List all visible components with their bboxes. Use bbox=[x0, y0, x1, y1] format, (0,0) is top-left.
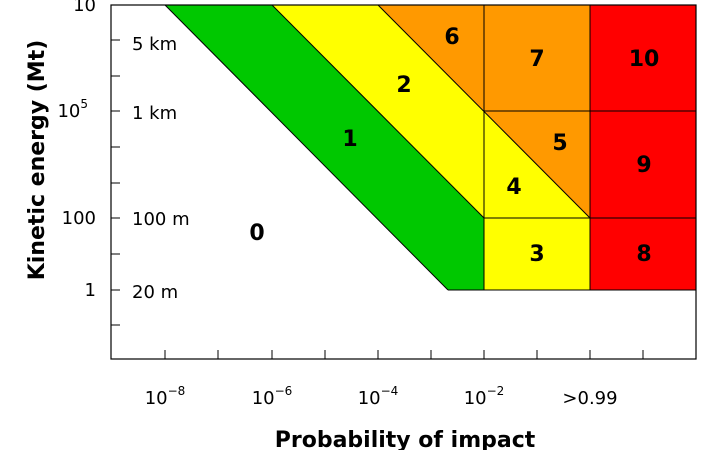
x-tick-label: 10−2 bbox=[464, 384, 505, 409]
y-tick-label: 10 bbox=[73, 0, 96, 16]
zone-7-area bbox=[484, 5, 590, 111]
x-tick-labels: 10−8 10−6 10−4 10−2 >0.99 bbox=[145, 384, 618, 409]
zone-0-label: 0 bbox=[249, 221, 264, 246]
x-tick-label: 10−4 bbox=[358, 384, 399, 409]
zone-3-label: 3 bbox=[529, 242, 544, 267]
zone-1-area bbox=[165, 5, 484, 290]
zone-6-label: 6 bbox=[444, 25, 459, 50]
zone-boundaries bbox=[164, 4, 696, 291]
zone-7-label: 7 bbox=[529, 47, 544, 72]
zone-5-label: 5 bbox=[552, 131, 567, 156]
size-label: 100 m bbox=[132, 209, 190, 230]
zone-4-label: 4 bbox=[506, 175, 521, 200]
zone-8-label: 8 bbox=[636, 242, 651, 267]
size-label: 1 km bbox=[132, 103, 177, 124]
boundary-line bbox=[271, 4, 485, 219]
zone-9-label: 9 bbox=[636, 153, 651, 178]
zone-2-label: 2 bbox=[396, 73, 411, 98]
x-tick-label: >0.99 bbox=[562, 388, 617, 409]
zone-10-label: 10 bbox=[629, 47, 660, 72]
zone-labels: 0 1 2 3 4 5 6 7 8 9 10 bbox=[249, 25, 659, 267]
y-tick-labels: 10 105 100 1 bbox=[57, 0, 96, 301]
zone-3-area bbox=[484, 218, 590, 290]
size-label: 5 km bbox=[132, 34, 177, 55]
x-tick-label: 10−6 bbox=[252, 384, 293, 409]
y-tick-label: 100 bbox=[62, 208, 96, 229]
zone-10-area bbox=[590, 5, 696, 111]
boundary-line bbox=[164, 4, 449, 291]
y-tick-label: 105 bbox=[57, 97, 88, 122]
zone-8-area bbox=[590, 218, 696, 290]
y-axis-title: Kinetic energy (Mt) bbox=[25, 40, 50, 281]
plot-frame bbox=[110, 4, 697, 360]
y-tick-label: 1 bbox=[85, 280, 96, 301]
size-labels: 5 km 1 km 100 m 20 m bbox=[132, 34, 190, 303]
zone-1-label: 1 bbox=[342, 127, 357, 152]
zones-layer bbox=[165, 5, 696, 290]
axis-ticks bbox=[111, 4, 644, 359]
x-tick-label: 10−8 bbox=[145, 384, 186, 409]
x-axis-title: Probability of impact bbox=[275, 428, 536, 450]
zone-9-area bbox=[590, 111, 696, 218]
size-label: 20 m bbox=[132, 282, 178, 303]
